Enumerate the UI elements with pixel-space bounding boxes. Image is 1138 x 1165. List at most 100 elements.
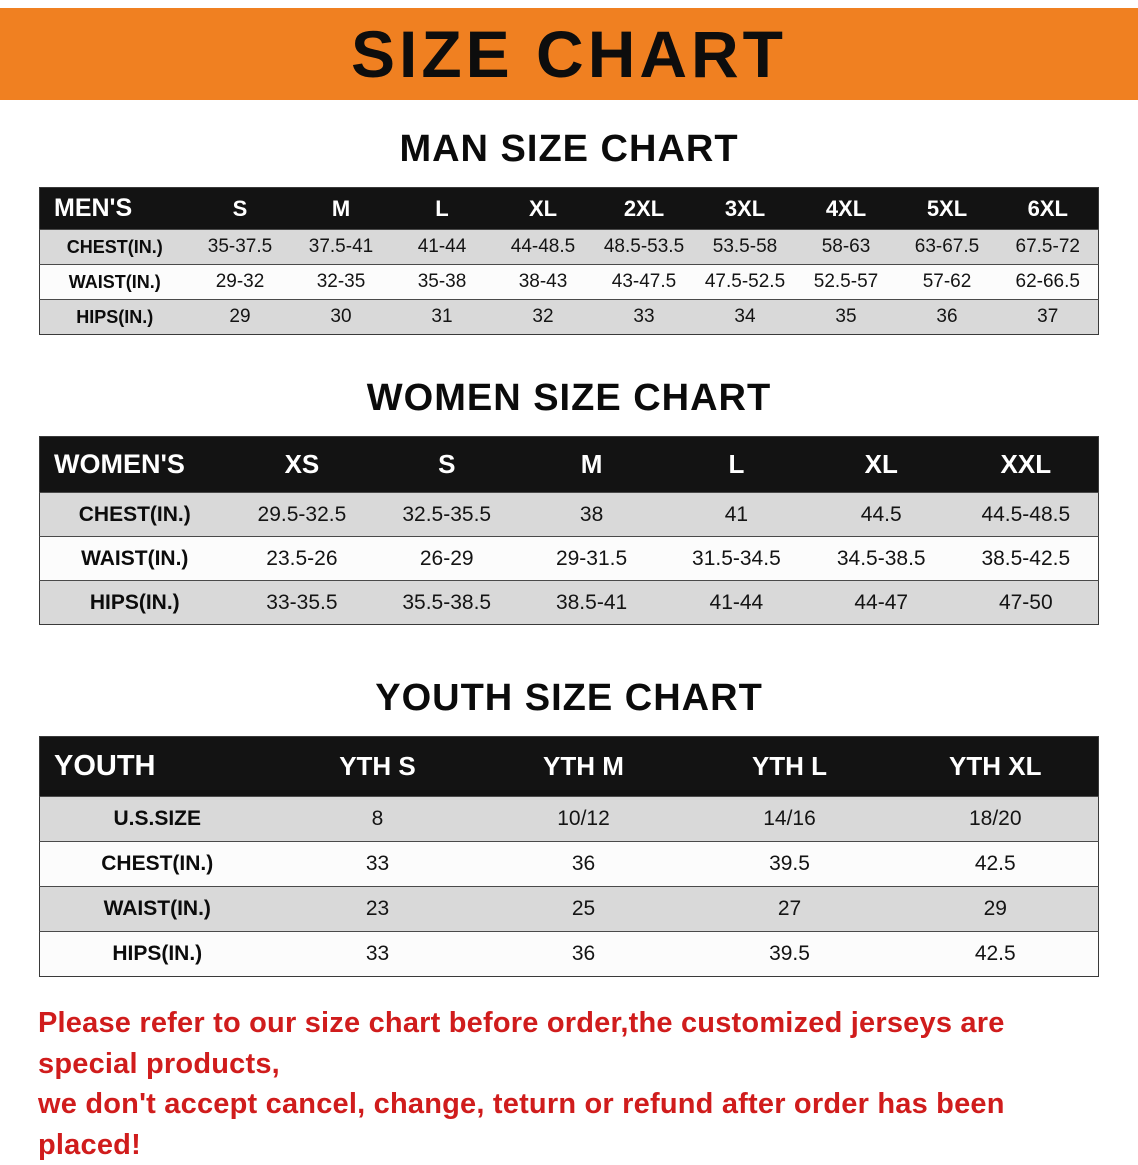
size-value: 10/12 [557, 807, 610, 830]
footer-note-line1: Please refer to our size chart before or… [38, 1007, 1005, 1080]
size-column-header: L [435, 195, 449, 221]
size-value: 32-35 [316, 271, 366, 292]
table-corner-label: YOUTH [54, 750, 156, 782]
table-row: HIPS(IN.) 29 30 31 32 33 34 35 36 37 [39, 299, 1099, 335]
size-column-header: YTH M [543, 751, 624, 781]
size-value: 43-47.5 [611, 271, 677, 292]
youth-size-table: YOUTH YTH S YTH M YTH L YTH XL U.S.SIZE 8 10/1… [39, 736, 1099, 977]
size-value: 41-44 [417, 236, 467, 257]
men-size-chart-section: MAN SIZE CHART MEN'S S M L XL 2XL 3XL 4XL 5XL 6XL… [0, 128, 1138, 335]
size-column-header: XS [284, 449, 320, 479]
size-column-header: S [438, 449, 456, 479]
size-value: 36 [571, 852, 596, 875]
size-value: 36 [936, 306, 958, 327]
size-value: 34.5-38.5 [836, 546, 926, 570]
size-value: 30 [330, 306, 352, 327]
size-value: 35-38 [417, 271, 467, 292]
size-value: 14/16 [763, 807, 816, 830]
size-column-header: YTH L [751, 751, 828, 781]
size-value: 47.5-52.5 [704, 271, 786, 292]
size-value: 52.5-57 [813, 271, 879, 292]
table-row: WAIST(IN.) 23.5-26 26-29 29-31.5 31.5-34.5 34… [39, 536, 1099, 581]
size-value: 33 [365, 852, 390, 875]
size-column-header: 3XL [724, 195, 766, 221]
youth-section-title: YOUTH SIZE CHART [375, 677, 763, 719]
table-row: CHEST(IN.) 33 36 39.5 42.5 [39, 841, 1099, 887]
size-value: 39.5 [769, 942, 810, 965]
size-value: 38.5-41 [555, 590, 628, 614]
size-value: 37 [1037, 306, 1059, 327]
size-value: 37.5-41 [308, 236, 374, 257]
size-value: 58-63 [821, 236, 871, 257]
row-label: WAIST(IN.) [103, 897, 211, 920]
size-column-header: XL [528, 195, 558, 221]
men-size-table: MEN'S S M L XL 2XL 3XL 4XL 5XL 6XL CHEST(IN.) 35-3… [39, 187, 1099, 335]
men-table-header-row: MEN'S S M L XL 2XL 3XL 4XL 5XL 6XL [39, 187, 1099, 230]
size-value: 38.5-42.5 [981, 546, 1071, 570]
banner: SIZE CHART [0, 8, 1138, 100]
size-column-header: 4XL [825, 195, 867, 221]
size-value: 31 [431, 306, 453, 327]
table-row: HIPS(IN.) 33-35.5 35.5-38.5 38.5-41 41-44 44-… [39, 580, 1099, 625]
row-label: CHEST(IN.) [66, 236, 163, 257]
size-column-header: 6XL [1027, 195, 1068, 221]
row-label: CHEST(IN.) [101, 852, 214, 875]
row-label: WAIST(IN.) [81, 546, 189, 570]
size-value: 63-67.5 [914, 236, 980, 257]
size-value: 29.5-32.5 [257, 502, 347, 526]
men-section-title: MAN SIZE CHART [399, 128, 739, 170]
table-row: WAIST(IN.) 23 25 27 29 [39, 886, 1099, 932]
size-value: 29 [983, 897, 1007, 920]
women-table-body: CHEST(IN.) 29.5-32.5 32.5-35.5 38 41 44.5 44.5… [39, 492, 1099, 625]
size-value: 53.5-58 [712, 236, 778, 257]
size-column-header: 2XL [623, 195, 665, 221]
size-column-header: M [580, 449, 603, 479]
size-column-header: 5XL [926, 195, 968, 221]
size-value: 33 [633, 306, 655, 327]
table-row: HIPS(IN.) 33 36 39.5 42.5 [39, 931, 1099, 977]
youth-table-body: U.S.SIZE 8 10/12 14/16 18/20 CHEST(IN.) 33 36 39… [39, 796, 1099, 977]
size-value: 35 [835, 306, 857, 327]
size-value: 35.5-38.5 [402, 590, 492, 614]
size-value: 32 [532, 306, 554, 327]
size-value: 38 [579, 502, 604, 526]
table-row: CHEST(IN.) 35-37.5 37.5-41 41-44 44-48.5 48.5… [39, 229, 1099, 265]
size-value: 35-37.5 [207, 236, 273, 257]
size-value: 32.5-35.5 [402, 502, 492, 526]
size-value: 41 [724, 502, 749, 526]
size-value: 44-47 [854, 590, 909, 614]
size-column-header: YTH S [339, 751, 416, 781]
footer-note: Please refer to our size chart before or… [38, 1003, 1100, 1165]
row-label: HIPS(IN.) [112, 942, 203, 965]
youth-table-header-row: YOUTH YTH S YTH M YTH L YTH XL [39, 736, 1099, 797]
size-value: 23.5-26 [266, 546, 338, 570]
size-value: 27 [777, 897, 802, 920]
size-value: 18/20 [968, 807, 1022, 830]
table-row: U.S.SIZE 8 10/12 14/16 18/20 [39, 796, 1099, 842]
size-value: 29-32 [215, 271, 265, 292]
size-value: 44.5 [860, 502, 902, 526]
size-value: 57-62 [922, 271, 972, 292]
row-label: HIPS(IN.) [89, 590, 180, 614]
table-corner-label: WOMEN'S [54, 449, 185, 479]
size-value: 67.5-72 [1015, 236, 1080, 257]
size-value: 62-66.5 [1015, 271, 1080, 292]
page-title: SIZE CHART [351, 17, 787, 91]
size-column-header: L [728, 449, 745, 479]
size-value: 8 [371, 807, 384, 830]
size-value: 36 [571, 942, 596, 965]
size-value: 44.5-48.5 [981, 502, 1071, 526]
size-value: 31.5-34.5 [692, 546, 781, 570]
size-value: 33 [365, 942, 390, 965]
table-corner-label: MEN'S [54, 194, 133, 222]
size-value: 34 [734, 306, 756, 327]
row-label: WAIST(IN.) [68, 271, 161, 292]
size-column-header: M [331, 195, 351, 221]
row-label: HIPS(IN.) [76, 306, 154, 327]
table-row: CHEST(IN.) 29.5-32.5 32.5-35.5 38 41 44.5 44.5… [39, 492, 1099, 537]
size-value: 26-29 [419, 546, 474, 570]
women-table-header-row: WOMEN'S XS S M L XL XXL [39, 436, 1099, 493]
size-value: 25 [571, 897, 596, 920]
table-row: WAIST(IN.) 29-32 32-35 35-38 38-43 43-47.5 47.… [39, 264, 1099, 300]
row-label: CHEST(IN.) [78, 502, 191, 526]
